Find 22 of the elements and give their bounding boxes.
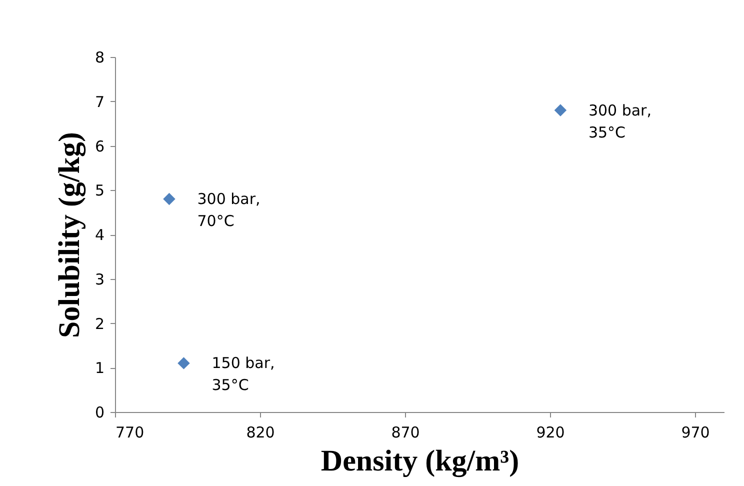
x-tick-label: 920 [536,424,565,442]
y-tick-label: 4 [94,226,104,244]
y-axis-title: Solubility (g/kg) [52,132,86,338]
annotation: 300 bar, 35°C [588,101,652,142]
point [163,192,176,206]
y-tick-label: 0 [94,404,104,422]
y-tick-label: 8 [94,48,104,66]
annotation: 150 bar, 35°C [212,354,275,394]
y-tick-label: 3 [94,270,104,288]
x-axis-title: Density (kg/m³) [320,444,520,478]
y-tick-label: 6 [94,137,104,156]
x-tick-label: 820 [246,424,275,442]
x-tick-label: 870 [391,424,420,442]
y-tick-label: 7 [94,92,104,111]
x-tick-label: 770 [116,424,144,442]
x-tick-label: 970 [681,424,710,442]
annotation: 300 bar, 70°C [197,190,260,230]
y-tick-label: 1 [94,359,104,378]
point [554,104,567,116]
y-tick-label: 2 [94,314,104,333]
point [178,357,190,370]
y-tick-label: 5 [94,182,104,200]
